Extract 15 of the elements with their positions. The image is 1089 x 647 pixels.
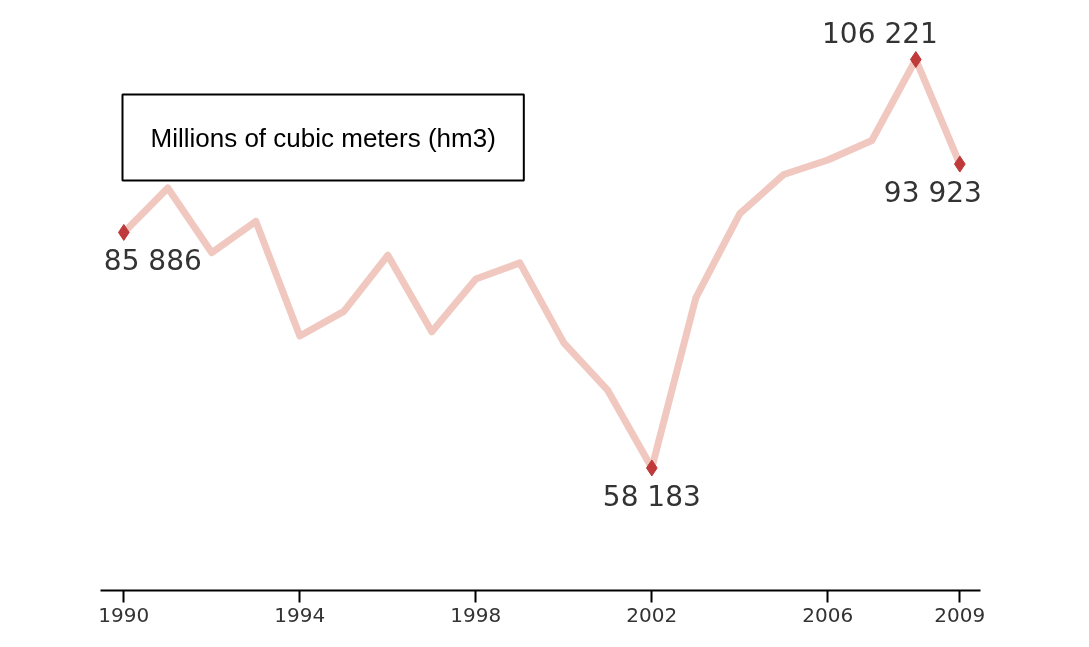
data-label: 58 183	[602, 479, 701, 513]
x-tick-label: 1990	[98, 602, 150, 627]
data-label: 93 923	[883, 176, 982, 210]
data-label: 106 221	[822, 16, 938, 50]
x-tick-label: 1998	[450, 602, 502, 627]
x-tick-label: 2006	[802, 602, 854, 627]
x-tick-label: 2009	[934, 602, 986, 627]
x-tick-label: 2002	[626, 602, 678, 627]
point	[117, 223, 130, 241]
x-tick-label: 1994	[274, 602, 326, 627]
point	[909, 51, 922, 69]
data-label: 85 886	[103, 244, 202, 278]
text: Millions of cubic meters (hm3)	[150, 122, 496, 153]
point	[645, 459, 658, 477]
point	[953, 155, 966, 173]
